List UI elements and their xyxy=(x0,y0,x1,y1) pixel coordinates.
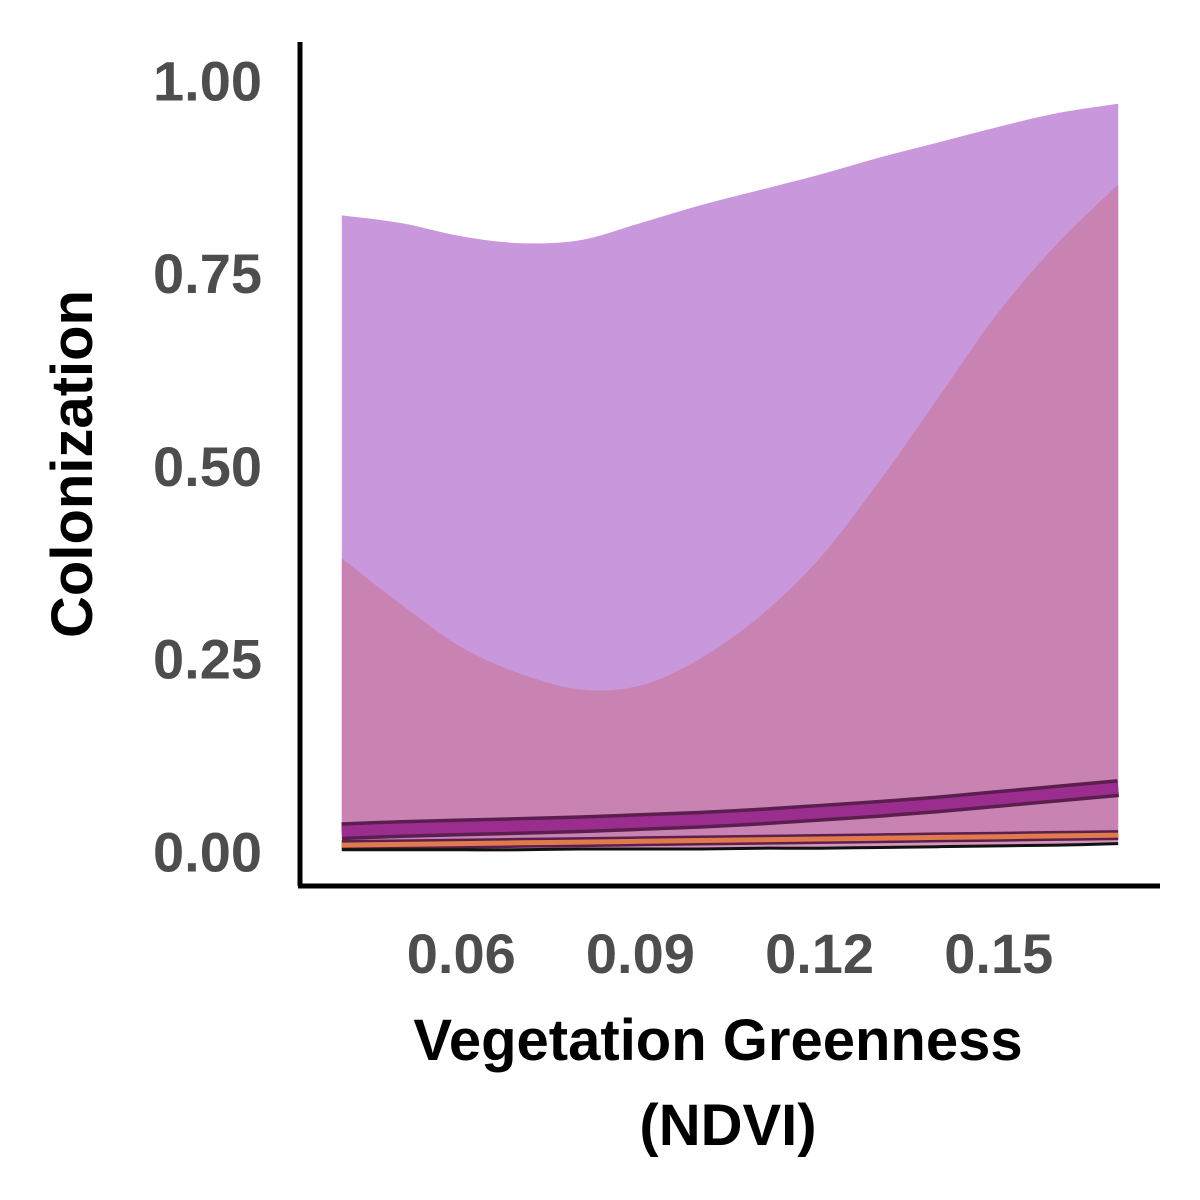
ribbons-layer xyxy=(341,103,1119,850)
x-tick-label: 0.06 xyxy=(407,922,516,985)
x-tick-label: 0.09 xyxy=(586,922,695,985)
y-tick-label: 0.50 xyxy=(153,435,262,498)
x-tick-labels: 0.06 0.09 0.12 0.15 xyxy=(407,922,1054,985)
y-tick-labels: 0.00 0.25 0.50 0.75 1.00 xyxy=(153,50,262,884)
y-tick-label: 0.75 xyxy=(153,242,262,305)
mean-line-series-2 xyxy=(341,832,1119,848)
x-axis-title-line-1: Vegetation Greenness xyxy=(413,1008,1022,1073)
x-axis-title-line-2: (NDVI) xyxy=(639,1093,816,1158)
y-axis-title: Colonization xyxy=(40,290,105,638)
x-tick-label: 0.15 xyxy=(944,922,1053,985)
x-tick-label: 0.12 xyxy=(765,922,874,985)
y-tick-label: 0.00 xyxy=(153,820,262,883)
mean-line-series-1 xyxy=(341,782,1119,837)
y-tick-label: 0.25 xyxy=(153,628,262,691)
lower-bound-line xyxy=(341,842,1119,852)
ribbon-series-2 xyxy=(341,184,1119,850)
y-tick-label: 1.00 xyxy=(153,50,262,113)
lines-layer xyxy=(341,779,1120,852)
